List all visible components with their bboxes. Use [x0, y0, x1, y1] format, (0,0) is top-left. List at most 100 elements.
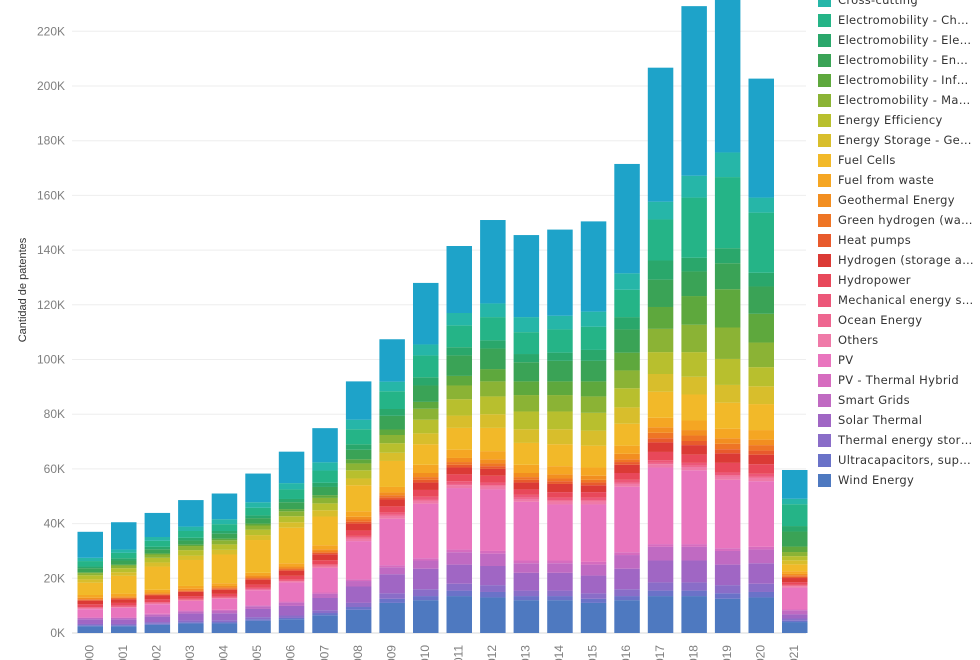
bar-segment[interactable]	[77, 599, 104, 600]
bar-segment[interactable]	[413, 596, 439, 601]
bar-segment[interactable]	[513, 482, 540, 490]
bar-segment[interactable]	[681, 430, 707, 436]
bar-segment[interactable]	[211, 587, 238, 589]
bar-segment[interactable]	[278, 527, 305, 564]
bar-segment[interactable]	[312, 552, 338, 555]
bar-segment[interactable]	[111, 572, 137, 576]
bar-segment[interactable]	[278, 566, 305, 569]
bar-segment[interactable]	[714, 443, 741, 450]
bar-segment[interactable]	[77, 617, 104, 618]
bar-segment[interactable]	[111, 565, 137, 569]
bar-segment[interactable]	[178, 537, 204, 541]
bar-segment[interactable]	[211, 593, 238, 597]
bar-segment[interactable]	[379, 452, 405, 461]
bar-segment[interactable]	[211, 589, 238, 594]
bar-segment[interactable]	[681, 466, 707, 471]
bar-segment[interactable]	[278, 489, 305, 499]
bar-segment[interactable]	[111, 596, 137, 598]
bar-segment[interactable]	[178, 598, 204, 600]
bar-segment[interactable]	[580, 485, 607, 493]
bar-segment[interactable]	[547, 352, 573, 361]
bar-segment[interactable]	[312, 565, 338, 567]
bar-segment[interactable]	[144, 602, 171, 604]
bar-segment[interactable]	[446, 399, 473, 416]
bar-segment[interactable]	[178, 530, 204, 538]
bar-segment[interactable]	[245, 502, 271, 508]
bar-segment[interactable]	[211, 544, 238, 550]
legend-item[interactable]: Fuel from waste	[818, 170, 980, 190]
bar-segment[interactable]	[178, 623, 204, 633]
bar-segment[interactable]	[245, 540, 271, 573]
bar-segment[interactable]	[748, 386, 775, 405]
bar-segment[interactable]	[111, 558, 137, 561]
bar-segment[interactable]	[312, 613, 338, 616]
bar-segment[interactable]	[211, 610, 238, 614]
bar-segment[interactable]	[547, 329, 573, 353]
bar-segment[interactable]	[413, 419, 439, 434]
bar-segment[interactable]	[614, 289, 640, 318]
bar-segment[interactable]	[278, 569, 305, 571]
bar-segment[interactable]	[782, 531, 808, 547]
bar-segment[interactable]	[111, 522, 137, 550]
bar-segment[interactable]	[211, 620, 238, 623]
bar-segment[interactable]	[178, 610, 204, 612]
bar-segment[interactable]	[312, 592, 338, 594]
bar-segment[interactable]	[547, 596, 573, 601]
bar-segment[interactable]	[547, 411, 573, 430]
bar-segment[interactable]	[748, 450, 775, 455]
bar-segment[interactable]	[211, 530, 238, 534]
bar-segment[interactable]	[480, 597, 506, 633]
legend-item[interactable]: Electromobility - En…	[818, 50, 980, 70]
bar-segment[interactable]	[748, 313, 775, 343]
bar-segment[interactable]	[782, 526, 808, 532]
bar-segment[interactable]	[547, 572, 573, 591]
bar-segment[interactable]	[513, 381, 540, 396]
bar-segment[interactable]	[480, 381, 506, 397]
bar-segment[interactable]	[77, 572, 104, 574]
bar-segment[interactable]	[547, 483, 573, 493]
bar-segment[interactable]	[614, 555, 640, 569]
bar-segment[interactable]	[77, 607, 104, 609]
bar-segment[interactable]	[77, 600, 104, 605]
legend-item[interactable]: Energy Efficiency	[818, 110, 980, 130]
bar-segment[interactable]	[111, 626, 137, 633]
bar-segment[interactable]	[681, 546, 707, 561]
bar-segment[interactable]	[614, 596, 640, 601]
bar-segment[interactable]	[748, 591, 775, 598]
bar-segment[interactable]	[446, 449, 473, 458]
bar-segment[interactable]	[144, 594, 171, 596]
bar-segment[interactable]	[681, 582, 707, 591]
legend-item[interactable]: Thermal energy stor…	[818, 430, 980, 450]
bar-segment[interactable]	[345, 519, 372, 522]
bar-segment[interactable]	[345, 607, 372, 610]
bar-segment[interactable]	[748, 78, 775, 198]
bar-segment[interactable]	[144, 602, 171, 603]
bar-segment[interactable]	[714, 550, 741, 565]
bar-segment[interactable]	[413, 385, 439, 402]
bar-segment[interactable]	[245, 535, 271, 541]
bar-segment[interactable]	[782, 504, 808, 527]
bar-segment[interactable]	[413, 482, 439, 490]
bar-segment[interactable]	[312, 610, 338, 614]
bar-segment[interactable]	[413, 377, 439, 386]
bar-segment[interactable]	[211, 533, 238, 539]
bar-segment[interactable]	[714, 598, 741, 633]
bar-segment[interactable]	[681, 420, 707, 431]
bar-segment[interactable]	[714, 263, 741, 290]
bar-segment[interactable]	[379, 434, 405, 444]
bar-segment[interactable]	[714, 289, 741, 328]
bar-segment[interactable]	[178, 601, 204, 611]
bar-segment[interactable]	[178, 620, 204, 623]
bar-segment[interactable]	[312, 516, 338, 546]
bar-segment[interactable]	[580, 602, 607, 633]
bar-segment[interactable]	[547, 315, 573, 330]
bar-segment[interactable]	[379, 593, 405, 599]
bar-segment[interactable]	[681, 470, 707, 545]
bar-segment[interactable]	[111, 607, 137, 618]
bar-segment[interactable]	[647, 201, 674, 220]
bar-segment[interactable]	[748, 481, 775, 547]
bar-segment[interactable]	[178, 622, 204, 624]
bar-segment[interactable]	[245, 572, 271, 576]
bar-segment[interactable]	[178, 613, 204, 621]
bar-segment[interactable]	[647, 279, 674, 307]
